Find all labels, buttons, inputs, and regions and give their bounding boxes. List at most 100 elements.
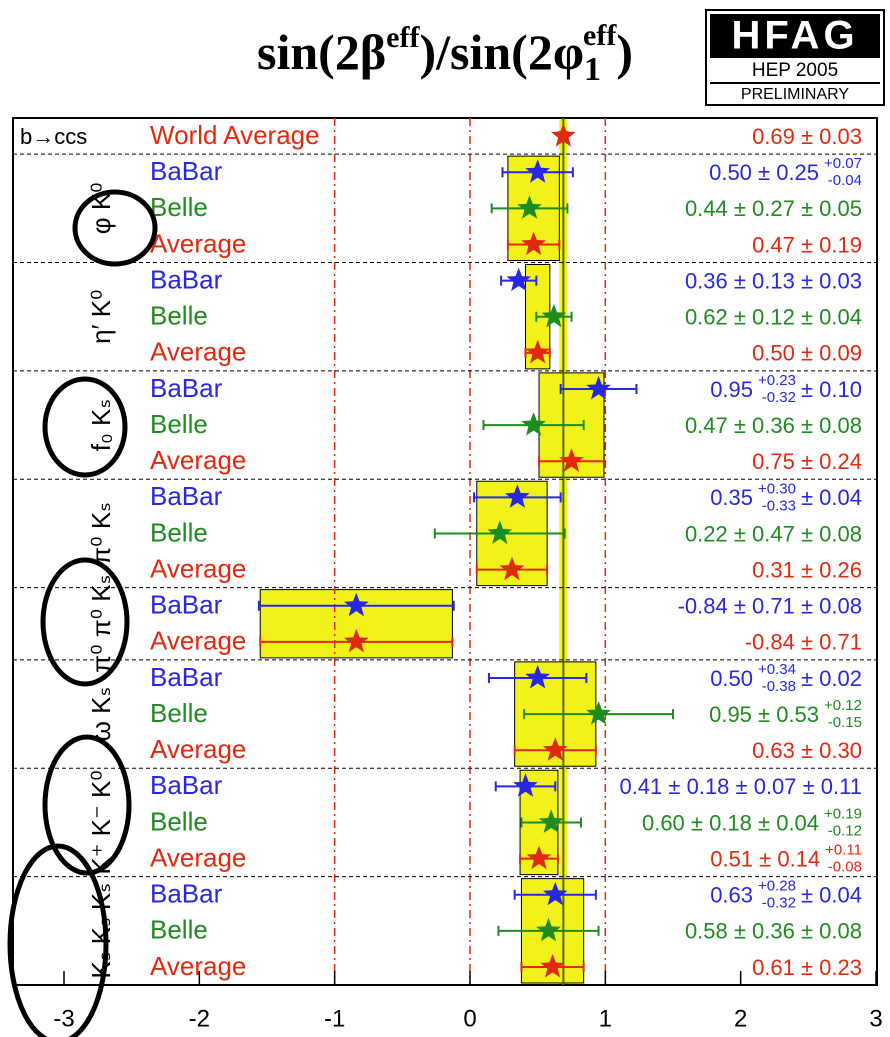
star-marker — [513, 773, 538, 797]
star-marker — [521, 412, 546, 436]
x-tick-label: -2 — [189, 1005, 210, 1032]
group-label: b→ccs — [20, 124, 87, 149]
value-label: 0.36 ± 0.13 ± 0.03 — [685, 268, 862, 293]
entry-name: Belle — [150, 698, 208, 728]
value-label: -0.84 ± 0.71 — [745, 630, 862, 655]
entry-name: BaBar — [150, 590, 223, 620]
star-marker — [517, 195, 542, 219]
value-label: 0.50 ± 0.25 — [709, 160, 819, 185]
annotation-circle — [42, 734, 132, 876]
value-label: 0.63 ± 0.30 — [752, 738, 862, 763]
star-marker — [538, 809, 564, 833]
star-marker — [344, 592, 369, 617]
group-label: π⁰ Kₛ — [86, 502, 116, 565]
value-label-suffix: ± 0.02 — [801, 666, 862, 691]
value-label: 0.95 ± 0.53 — [709, 702, 819, 727]
frame-layer: -3 -2 -1 0 1 2 3 — [12, 117, 883, 1032]
star-marker — [521, 231, 546, 255]
star-marker — [551, 123, 576, 147]
value-label: 0.95 — [710, 377, 753, 402]
value-label-down: -0.33 — [762, 497, 796, 514]
entry-name: World Average — [150, 120, 320, 150]
entry-name: Average — [150, 626, 246, 656]
x-tick-label: -1 — [324, 1005, 345, 1032]
group-label: f₀ Kₛ — [86, 399, 116, 451]
entry-name: Average — [150, 734, 246, 764]
star-marker — [586, 375, 611, 400]
value-label: 0.69 ± 0.03 — [752, 124, 862, 149]
star-marker — [487, 520, 513, 544]
star-marker — [542, 881, 568, 906]
entry-name: Belle — [150, 409, 208, 439]
value-label-up: +0.23 — [758, 372, 796, 389]
star-marker — [586, 701, 611, 725]
value-label-up: +0.28 — [758, 878, 796, 895]
title-part: sin(2β — [257, 24, 386, 80]
value-label: 0.63 — [710, 883, 753, 908]
entry-name: Belle — [150, 806, 208, 836]
entry-name: Belle — [150, 517, 208, 547]
value-label-up: +0.07 — [824, 155, 862, 172]
title-part: eff — [386, 21, 420, 54]
star-marker — [344, 628, 369, 653]
entry-name: BaBar — [150, 264, 223, 294]
value-label: 0.35 — [710, 485, 753, 510]
value-label: 0.58 ± 0.36 ± 0.08 — [685, 919, 862, 944]
entry-name: Belle — [150, 915, 208, 945]
value-label: 0.31 ± 0.26 — [752, 557, 862, 582]
chart-title: sin(2βeff)/sin(2φ1eff) — [257, 19, 633, 88]
x-tick-label: 0 — [463, 1005, 476, 1032]
entry-name: Belle — [150, 192, 208, 222]
value-label-suffix: ± 0.04 — [801, 883, 862, 908]
value-label-suffix: ± 0.04 — [801, 485, 862, 510]
value-label-down: -0.32 — [762, 389, 796, 406]
title-part: eff — [583, 19, 617, 52]
title-part: 1 — [584, 51, 601, 88]
value-label-down: -0.12 — [828, 822, 862, 839]
logo-banner — [710, 14, 880, 58]
title-part: ) — [616, 24, 633, 80]
value-label-up: +0.30 — [758, 480, 796, 497]
value-label: 0.22 ± 0.47 ± 0.08 — [685, 521, 862, 546]
entry-name: Average — [150, 553, 246, 583]
logo: HFAG HEP 2005 PRELIMINARY — [705, 9, 885, 106]
entry-name: Average — [150, 445, 246, 475]
group-label: ω Kₛ — [86, 687, 116, 742]
value-label: 0.47 ± 0.19 — [752, 232, 862, 257]
value-label-down: -0.08 — [828, 859, 862, 876]
value-label: 0.41 ± 0.18 ± 0.07 ± 0.11 — [619, 774, 862, 799]
value-label: 0.51 ± 0.14 — [710, 846, 820, 871]
entry-name: BaBar — [150, 481, 223, 511]
value-label-down: -0.32 — [762, 895, 796, 912]
plot-frame — [12, 117, 878, 986]
value-label: 0.60 ± 0.18 ± 0.04 — [642, 810, 819, 835]
logo-status: PRELIMINARY — [741, 86, 850, 103]
entry-name: Average — [150, 842, 246, 872]
value-label-suffix: ± 0.10 — [801, 377, 862, 402]
annotations — [7, 189, 158, 1037]
value-label-up: +0.12 — [824, 697, 862, 714]
entry-name: Belle — [150, 301, 208, 331]
entry-name: BaBar — [150, 879, 223, 909]
x-tick-label: -3 — [53, 1005, 74, 1032]
star-marker — [525, 664, 550, 689]
entry-name: BaBar — [150, 770, 223, 800]
star-marker — [540, 953, 565, 978]
star-marker — [505, 484, 530, 508]
x-tick-label: 3 — [869, 1005, 882, 1032]
star-marker — [559, 448, 584, 472]
value-label-up: +0.19 — [824, 805, 862, 822]
value-label: 0.50 — [710, 666, 753, 691]
entry-name: Average — [150, 337, 246, 367]
annotation-circle — [72, 189, 158, 267]
value-label: 0.61 ± 0.23 — [752, 955, 862, 980]
value-label-up: +0.11 — [825, 842, 862, 859]
value-label: 0.50 ± 0.09 — [752, 341, 862, 366]
logo-name: HFAG — [731, 14, 858, 58]
entry-name: Average — [150, 951, 246, 981]
title-part: )/sin(2φ — [419, 24, 584, 80]
star-marker — [506, 267, 532, 292]
entry-name: BaBar — [150, 662, 223, 692]
